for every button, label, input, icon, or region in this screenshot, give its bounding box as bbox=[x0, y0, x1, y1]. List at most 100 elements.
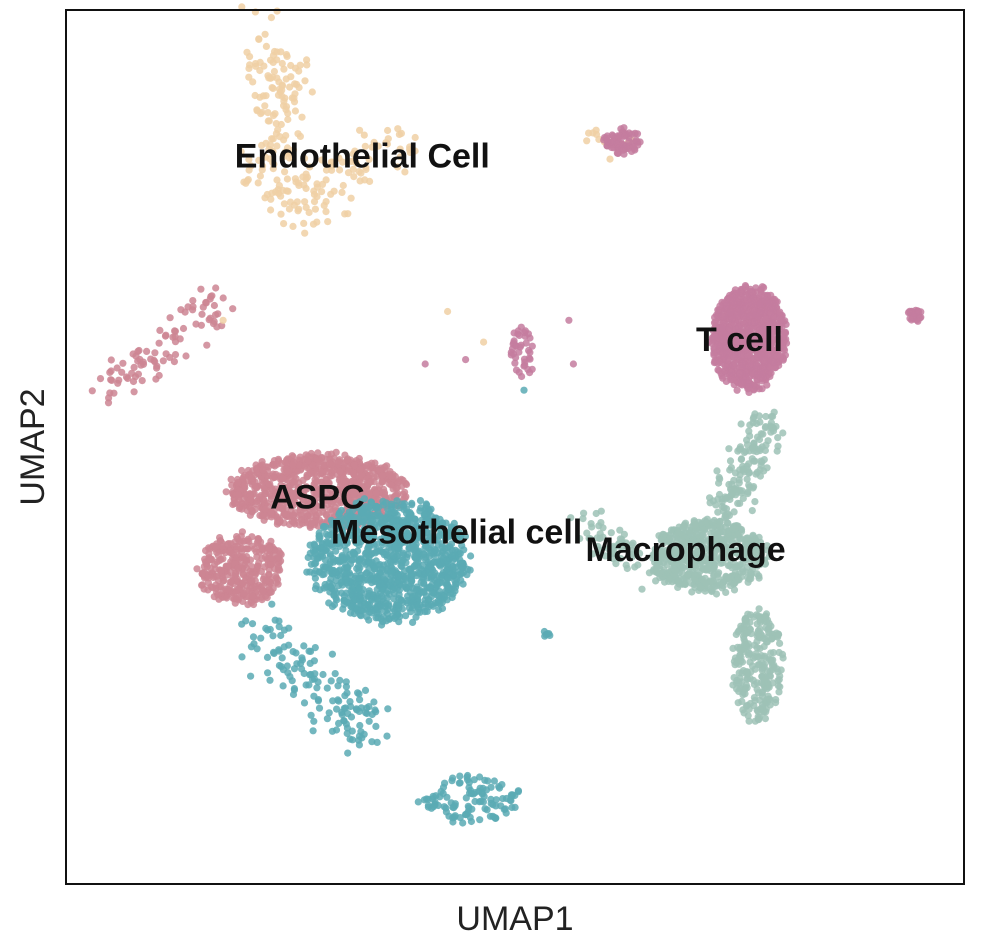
point-macrophage bbox=[701, 517, 709, 525]
point-aspc bbox=[372, 489, 380, 497]
point-mesothelial-cell bbox=[315, 568, 323, 576]
point-macrophage bbox=[713, 467, 721, 475]
point-mesothelial-cell bbox=[377, 535, 385, 543]
point-mesothelial-cell bbox=[247, 672, 255, 680]
point-macrophage bbox=[684, 570, 692, 579]
point-mesothelial-cell bbox=[253, 645, 261, 653]
point-t-cell bbox=[730, 353, 738, 361]
point-mesothelial-cell bbox=[434, 599, 442, 607]
point-macrophage bbox=[681, 519, 690, 527]
point-mesothelial-cell bbox=[271, 616, 279, 624]
point-aspc bbox=[274, 575, 282, 584]
point-mesothelial-cell bbox=[268, 600, 276, 608]
point-t-cell bbox=[721, 342, 730, 350]
point-aspc bbox=[192, 320, 200, 328]
point-endothelial-cell bbox=[265, 117, 273, 125]
point-t-cell bbox=[726, 309, 735, 317]
point-aspc bbox=[252, 500, 260, 508]
point-mesothelial-cell bbox=[341, 692, 349, 700]
point-aspc bbox=[317, 468, 325, 476]
point-aspc bbox=[275, 457, 283, 465]
point-endothelial-cell bbox=[352, 159, 360, 167]
point-mesothelial-cell bbox=[365, 717, 373, 725]
point-t-cell bbox=[733, 386, 741, 394]
point-aspc bbox=[156, 326, 164, 334]
point-aspc bbox=[241, 481, 249, 489]
point-aspc bbox=[182, 352, 190, 360]
point-aspc bbox=[348, 480, 356, 488]
point-t-cell bbox=[776, 338, 784, 346]
point-aspc bbox=[393, 484, 401, 492]
point-mesothelial-cell bbox=[354, 562, 363, 570]
point-aspc bbox=[323, 496, 331, 505]
point-mesothelial-cell bbox=[313, 684, 321, 692]
point-t-cell bbox=[769, 319, 778, 327]
point-aspc bbox=[251, 484, 259, 492]
point-mesothelial-cell bbox=[511, 803, 519, 812]
point-aspc bbox=[335, 457, 343, 465]
point-t-cell bbox=[745, 388, 753, 396]
point-mesothelial-cell bbox=[502, 809, 510, 817]
point-t-cell bbox=[632, 136, 640, 144]
point-mesothelial-cell bbox=[275, 647, 283, 655]
point-aspc bbox=[359, 483, 367, 491]
point-t-cell bbox=[526, 334, 534, 342]
point-mesothelial-cell bbox=[279, 682, 287, 690]
point-t-cell bbox=[710, 332, 718, 340]
point-endothelial-cell bbox=[305, 208, 313, 217]
point-mesothelial-cell bbox=[328, 650, 336, 658]
point-t-cell bbox=[704, 338, 713, 346]
point-mesothelial-cell bbox=[248, 620, 257, 628]
point-aspc bbox=[253, 465, 261, 473]
point-aspc bbox=[132, 352, 140, 360]
point-aspc bbox=[259, 466, 267, 474]
point-mesothelial-cell bbox=[356, 721, 364, 730]
point-endothelial-cell bbox=[308, 88, 316, 96]
point-aspc bbox=[224, 585, 232, 594]
point-endothelial-cell bbox=[255, 35, 263, 44]
point-mesothelial-cell bbox=[395, 601, 403, 609]
point-mesothelial-cell bbox=[426, 583, 434, 591]
point-mesothelial-cell bbox=[467, 817, 475, 826]
point-aspc bbox=[231, 499, 239, 507]
point-mesothelial-cell bbox=[455, 779, 463, 787]
point-mesothelial-cell bbox=[387, 500, 395, 508]
point-t-cell bbox=[515, 331, 523, 339]
point-mesothelial-cell bbox=[449, 774, 457, 782]
point-endothelial-cell bbox=[301, 198, 309, 206]
point-aspc bbox=[254, 562, 262, 570]
point-aspc bbox=[214, 310, 222, 318]
point-endothelial-cell bbox=[384, 135, 392, 143]
point-mesothelial-cell bbox=[344, 710, 352, 718]
point-aspc bbox=[301, 462, 309, 470]
point-mesothelial-cell bbox=[242, 617, 250, 625]
point-aspc bbox=[267, 588, 275, 596]
point-endothelial-cell bbox=[273, 74, 281, 82]
point-t-cell bbox=[763, 381, 771, 389]
point-aspc bbox=[246, 571, 254, 579]
point-t-cell bbox=[782, 335, 790, 343]
point-mesothelial-cell bbox=[266, 676, 274, 684]
point-macrophage bbox=[718, 584, 726, 592]
point-aspc bbox=[265, 571, 273, 579]
point-endothelial-cell bbox=[309, 220, 318, 228]
point-aspc bbox=[289, 461, 297, 469]
point-endothelial-cell bbox=[351, 147, 359, 155]
point-mesothelial-cell bbox=[322, 530, 330, 538]
point-aspc bbox=[234, 564, 242, 572]
point-t-cell bbox=[904, 309, 913, 317]
point-aspc bbox=[350, 461, 358, 469]
point-mesothelial-cell bbox=[306, 568, 314, 576]
point-macrophage bbox=[757, 457, 765, 465]
point-aspc bbox=[378, 471, 386, 480]
point-aspc bbox=[115, 376, 123, 384]
point-mesothelial-cell bbox=[393, 572, 401, 580]
point-aspc bbox=[267, 508, 275, 516]
point-macrophage bbox=[709, 518, 717, 526]
points-layer bbox=[88, 3, 925, 827]
point-mesothelial-cell bbox=[467, 552, 475, 560]
point-aspc bbox=[267, 561, 275, 569]
point-mesothelial-cell bbox=[355, 584, 363, 592]
point-aspc bbox=[297, 491, 305, 499]
point-t-cell bbox=[767, 291, 775, 299]
